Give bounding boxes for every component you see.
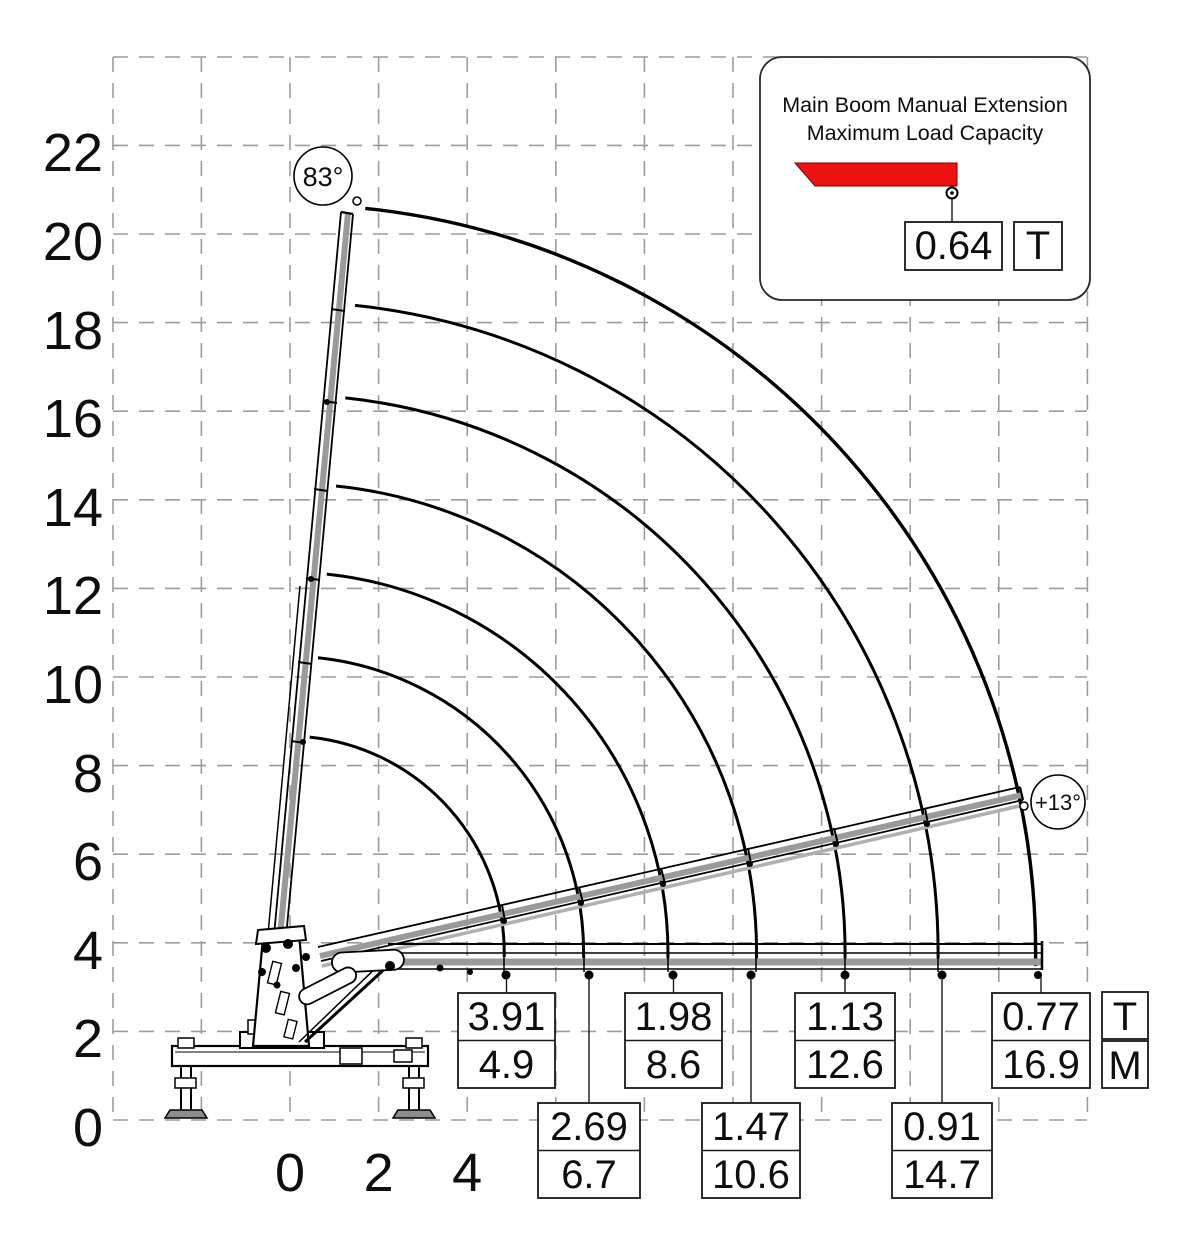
ext-boom-angle-label: +13° — [1035, 790, 1081, 815]
outreach-meters: 16.9 — [1002, 1043, 1080, 1087]
arc-4-9m — [309, 735, 506, 957]
capacity-tons: 1.13 — [806, 995, 884, 1039]
y-tick-label: 20 — [43, 212, 103, 272]
knuckle-pin — [385, 961, 395, 971]
extension-boom-13deg — [317, 786, 1029, 968]
legend-unit-box — [1013, 221, 1063, 271]
outreach-meters: 14.7 — [903, 1153, 981, 1197]
capacity-tons: 2.69 — [550, 1105, 628, 1149]
unit-distance-label: M — [1108, 1044, 1141, 1088]
boom-tip-sheave — [352, 196, 362, 206]
ext-boom-tip-sheave — [1019, 801, 1029, 811]
x-tick-label: 0 — [275, 1143, 305, 1203]
outreach-meters: 6.7 — [561, 1153, 617, 1197]
outrigger-cylinder-left — [177, 1037, 195, 1049]
y-tick-label: 8 — [73, 744, 103, 804]
capacity-tons: 0.91 — [903, 1105, 981, 1149]
y-tick-label: 16 — [43, 389, 103, 449]
outreach-meters: 8.6 — [646, 1043, 702, 1087]
capacity-box-16-9m: 0.77 16.9 — [991, 992, 1091, 1089]
unit-boxes: T M — [1101, 991, 1149, 1089]
x-tick-label: 4 — [452, 1143, 482, 1203]
arc-6-7m — [317, 656, 586, 959]
capacity-tons: 1.98 — [635, 995, 713, 1039]
y-tick-label: 6 — [73, 832, 103, 892]
angle-badge-13: +13° — [1030, 774, 1086, 830]
capacity-tons: 1.47 — [712, 1105, 790, 1149]
y-axis-labels: 22 20 18 16 14 12 10 8 6 4 2 0 — [43, 123, 103, 1158]
outreach-meters: 12.6 — [806, 1043, 884, 1087]
crane-column — [251, 932, 311, 1048]
y-tick-label: 18 — [43, 301, 103, 361]
manual-extension-boom-icon — [793, 162, 958, 187]
horizontal-boom — [378, 941, 1044, 980]
capacity-box-6-7m: 2.69 6.7 — [537, 1102, 641, 1199]
unit-load-label: T — [1113, 995, 1137, 1039]
legend-capacity-value: 0.64 — [915, 224, 993, 268]
legend-title-line2: Maximum Load Capacity — [807, 121, 1044, 145]
y-tick-label: 12 — [43, 566, 103, 626]
outrigger-foot-right — [391, 1109, 437, 1119]
outrigger-left — [163, 1066, 209, 1119]
legend-title-line1: Main Boom Manual Extension — [782, 93, 1068, 117]
crane-base — [163, 924, 473, 1119]
y-tick-label: 14 — [43, 478, 103, 538]
y-tick-label: 0 — [73, 1098, 103, 1158]
arc-10-6m — [335, 484, 759, 962]
knuckle-cylinder — [298, 966, 358, 1006]
outreach-meters: 10.6 — [712, 1153, 790, 1197]
capacity-box-10-6m: 1.47 10.6 — [701, 1102, 801, 1199]
arc-12-6m — [345, 396, 847, 963]
leader-lines — [505, 977, 1042, 1103]
capacity-box-12-6m: 1.13 12.6 — [794, 992, 896, 1089]
legend: Main Boom Manual Extension Maximum Load … — [759, 56, 1091, 301]
capacity-tons: 0.77 — [1002, 995, 1080, 1039]
column-head — [254, 924, 308, 946]
legend-unit-label: T — [1026, 224, 1050, 268]
capacity-box-4-9m: 3.91 4.9 — [457, 992, 556, 1089]
y-tick-label: 10 — [43, 655, 103, 715]
outrigger-foot-left — [163, 1109, 209, 1119]
outrigger-right — [391, 1066, 437, 1119]
angle-badge-83: 83° — [293, 146, 353, 206]
y-tick-label: 22 — [43, 123, 103, 183]
outrigger-cylinder-right — [405, 1037, 423, 1049]
capacity-box-8-6m: 1.98 8.6 — [624, 992, 723, 1089]
main-boom-angle-label: 83° — [303, 162, 344, 192]
legend-value-box — [904, 221, 1003, 271]
x-axis-labels: 0 2 4 — [275, 1143, 482, 1203]
y-tick-label: 2 — [73, 1009, 103, 1069]
y-tick-label: 4 — [73, 921, 103, 981]
outreach-meters: 4.9 — [479, 1043, 535, 1087]
main-boom-83deg — [265, 196, 362, 960]
arc-14-7m — [354, 303, 940, 965]
capacity-box-14-7m: 0.91 14.7 — [891, 1102, 993, 1199]
capacity-tons: 3.91 — [468, 995, 546, 1039]
x-tick-label: 2 — [364, 1143, 394, 1203]
